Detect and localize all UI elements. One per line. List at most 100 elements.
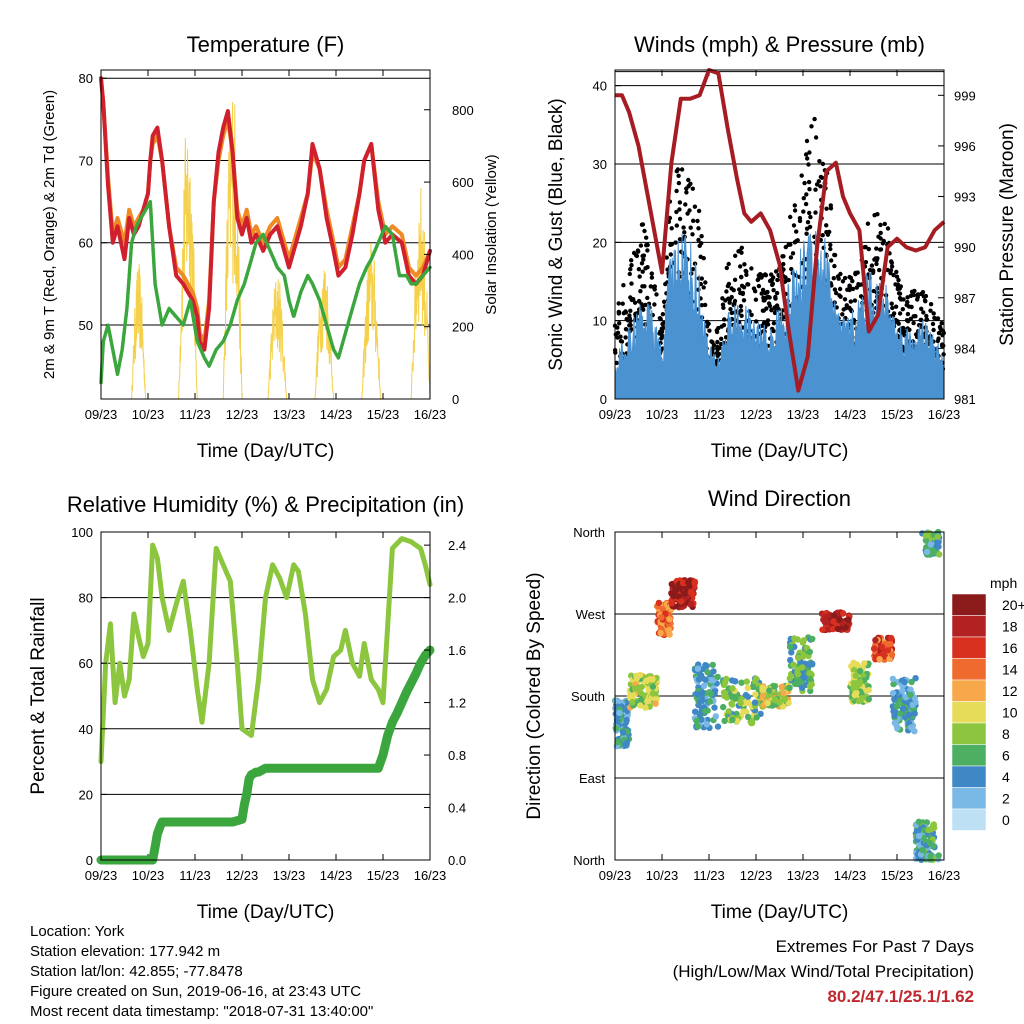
direction-point [912, 675, 919, 682]
gust-point [628, 267, 633, 272]
y-tick-label: 0 [86, 853, 93, 868]
direction-point [710, 677, 717, 684]
gust-point [771, 288, 776, 293]
gust-point [872, 257, 877, 262]
humidity-line [98, 536, 433, 765]
gust-point [765, 318, 771, 323]
direction-point [788, 649, 795, 656]
direction-point [668, 600, 675, 607]
direction-point [920, 834, 927, 842]
gust-point [639, 261, 645, 266]
station-info: Location: York Station elevation: 177.94… [30, 922, 373, 1022]
y-tick-label: 20 [593, 235, 607, 250]
direction-point [830, 612, 838, 619]
y-tick-label: North [573, 853, 605, 868]
gust-point [825, 232, 831, 237]
gust-point [756, 283, 762, 289]
y2-tick-label: 987 [954, 291, 976, 306]
gust-point [749, 266, 754, 271]
gust-point [674, 169, 679, 174]
gust-point [936, 330, 942, 336]
direction-point [861, 660, 868, 667]
gust-point [848, 299, 853, 304]
direction-point [934, 533, 941, 540]
colorbar-swatch [951, 787, 987, 810]
chart-title: Winds (mph) & Pressure (mb) [634, 32, 925, 57]
gust-point [781, 254, 786, 259]
direction-point [780, 690, 787, 697]
gust-point [649, 271, 654, 276]
gust-point [751, 286, 757, 291]
direction-point [779, 703, 787, 710]
direction-point [616, 709, 623, 717]
gust-point [834, 290, 839, 296]
gust-point [739, 313, 744, 318]
gust-point [773, 296, 778, 301]
gust-point [788, 255, 794, 260]
gust-point [799, 173, 804, 178]
direction-point [859, 672, 867, 679]
y-axis-label: Direction (Colored By Speed) [524, 572, 545, 819]
gust-point [893, 304, 899, 309]
direction-point [694, 665, 702, 672]
y2-tick-label: 0.0 [448, 853, 466, 868]
gust-point [636, 267, 642, 272]
direction-point [743, 678, 750, 685]
y2-tick-label: 996 [954, 139, 976, 154]
direction-point [646, 676, 654, 683]
direction-point [703, 662, 710, 670]
gust-point [722, 317, 727, 322]
gust-point [747, 309, 752, 314]
direction-point [786, 643, 794, 650]
gust-point [641, 307, 646, 312]
direction-point [791, 635, 798, 642]
direction-point [907, 686, 914, 693]
gust-point [895, 285, 901, 290]
gust-point [829, 258, 834, 263]
gust-point [889, 259, 894, 264]
direction-point [856, 667, 864, 675]
colorbar-swatch [951, 722, 987, 745]
gust-point [648, 284, 653, 289]
x-axis-label: Time (Day/UTC) [197, 441, 335, 462]
gust-point [645, 248, 650, 253]
gust-point [890, 305, 895, 311]
gust-point [848, 307, 853, 312]
gust-point [870, 270, 876, 275]
gust-point [676, 173, 681, 178]
gust-point [803, 152, 809, 157]
direction-point [834, 625, 841, 633]
temp-2m-line [99, 76, 432, 352]
gust-point [905, 311, 911, 317]
x-tick-label: 13/23 [787, 868, 820, 883]
direction-point [845, 616, 852, 623]
gust-point [638, 289, 643, 294]
x-tick-label: 13/23 [787, 407, 820, 422]
gust-point [857, 282, 862, 288]
plot-frame [100, 69, 431, 400]
gust-point [931, 327, 936, 333]
direction-point [809, 635, 816, 643]
direction-point [790, 661, 797, 668]
direction-point [671, 585, 679, 593]
direction-point [627, 693, 634, 700]
direction-point [800, 653, 807, 660]
colorbar-label: 20+ [1002, 597, 1024, 613]
colorbar-swatch [951, 615, 987, 638]
gust-point [765, 294, 771, 299]
gust-point [637, 274, 642, 279]
direction-point [852, 690, 859, 697]
gust-point [661, 299, 667, 304]
gust-point [741, 298, 747, 303]
gust-point [874, 246, 879, 251]
gust-point [682, 230, 687, 235]
x-tick-label: 15/23 [881, 868, 914, 883]
gust-point [771, 321, 777, 326]
y2-axis-label: Station Pressure (Maroon) [997, 123, 1018, 346]
gust-point [643, 302, 648, 308]
gust-point [640, 253, 645, 259]
gust-point [691, 218, 696, 223]
gust-point [732, 277, 738, 282]
gust-point [733, 253, 738, 258]
gust-point [908, 316, 913, 321]
